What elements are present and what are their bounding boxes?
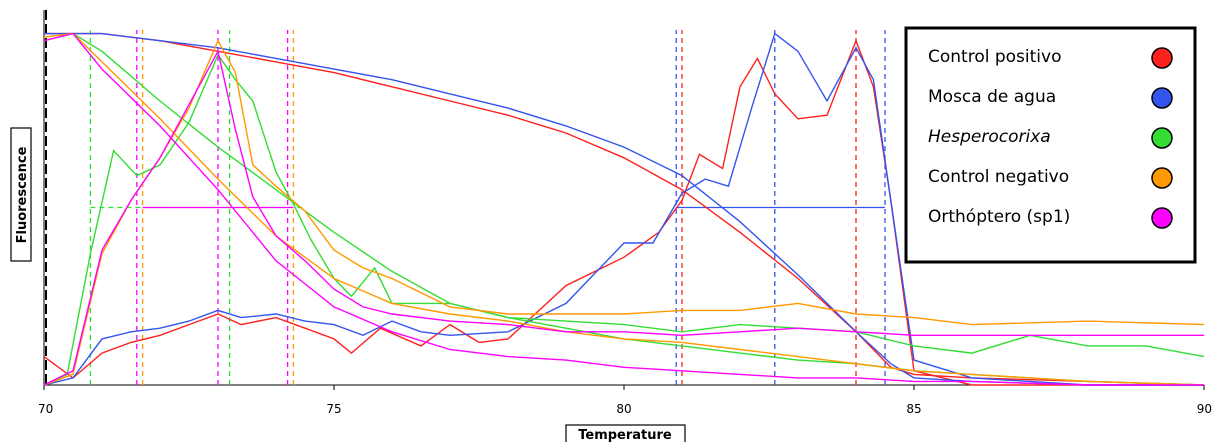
x-tick-label: 85	[906, 402, 921, 416]
plot-area	[43, 10, 1205, 386]
y-axis-title-text: Fluorescence	[15, 146, 30, 243]
legend-swatch-control-negativo	[1151, 167, 1173, 189]
x-tick-label: 70	[38, 402, 53, 416]
legend-label-control-negativo: Control negativo	[928, 167, 1069, 187]
legend-box	[904, 26, 1197, 264]
legend-label-control-positivo: Control positivo	[928, 47, 1061, 67]
legend-label-mosca-de-agua: Mosca de agua	[928, 87, 1056, 107]
derivative-curve-mosca-de-agua	[43, 32, 1204, 386]
x-axis-ticks: 70 75 80 85 90	[38, 385, 1212, 416]
melt-curve-control-negativo	[43, 32, 1205, 386]
y-axis-title: Fluorescence	[10, 127, 32, 262]
derivative-curve-control-positivo	[43, 38, 1204, 386]
legend-swatch-control-positivo	[1151, 47, 1173, 69]
derivative-curve-hesperocorixa	[43, 53, 1205, 386]
x-axis-title-text: Temperature	[578, 428, 672, 442]
melt-curve-control-positivo	[44, 32, 1205, 386]
x-tick-label: 80	[616, 402, 631, 416]
x-axis-title: Temperature	[565, 424, 686, 442]
legend: Control positivo Mosca de agua Hesperocori…	[904, 26, 1197, 264]
legend-swatch-mosca-de-agua	[1151, 87, 1173, 109]
legend-label-orthoptero-sp1: Orthóptero (sp1)	[928, 207, 1070, 227]
legend-swatch-hesperocorixa	[1151, 127, 1173, 149]
legend-label-hesperocorixa: Hesperocorixa	[928, 127, 1051, 147]
derivative-curve-orthoptero-sp1	[43, 49, 1204, 386]
series-lines	[43, 32, 1205, 386]
melt-curve-mosca-de-agua	[44, 32, 1204, 386]
melt-curve-orthoptero-sp1	[43, 32, 1204, 386]
x-tick-label: 90	[1197, 402, 1212, 416]
legend-swatch-orthoptero-sp1	[1151, 207, 1173, 229]
x-tick-label: 75	[326, 402, 341, 416]
